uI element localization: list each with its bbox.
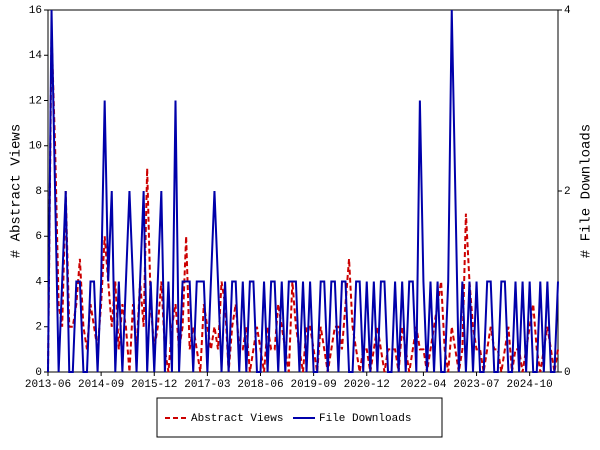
y2-axis-label: # File Downloads: [579, 124, 595, 258]
legend: [156, 397, 443, 438]
y2-tick-label: 2: [564, 186, 571, 198]
x-tick-label: 2023-07: [453, 379, 499, 391]
x-tick-label: 2018-06: [237, 379, 283, 391]
x-tick-label: 2017-03: [184, 379, 230, 391]
y2-tick-label: 0: [564, 367, 571, 379]
x-tick-label: 2015-12: [131, 379, 177, 391]
series-line: [47, 9, 559, 373]
x-tick-label: 2014-09: [78, 379, 124, 391]
y-tick-label: 16: [29, 5, 42, 17]
y-tick-label: 4: [35, 276, 42, 288]
y-tick-label: 14: [29, 50, 43, 62]
x-tick-label: 2019-09: [291, 379, 337, 391]
x-tick-label: 2024-10: [507, 379, 553, 391]
y-tick-label: 12: [29, 95, 42, 107]
x-tick-label: 2022-04: [400, 379, 447, 391]
legend-label: File Downloads: [319, 413, 411, 425]
y-tick-label: 2: [35, 322, 42, 334]
y-tick-label: 0: [35, 367, 42, 379]
y-tick-label: 10: [29, 141, 42, 153]
y-tick-label: 6: [35, 231, 42, 243]
y-tick-label: 8: [35, 186, 42, 198]
x-tick-label: 2013-06: [25, 379, 71, 391]
x-tick-label: 2020-12: [344, 379, 390, 391]
y2-tick-label: 4: [564, 5, 571, 17]
y-axis-label: # Abstract Views: [9, 124, 25, 258]
legend-label: Abstract Views: [191, 413, 283, 425]
